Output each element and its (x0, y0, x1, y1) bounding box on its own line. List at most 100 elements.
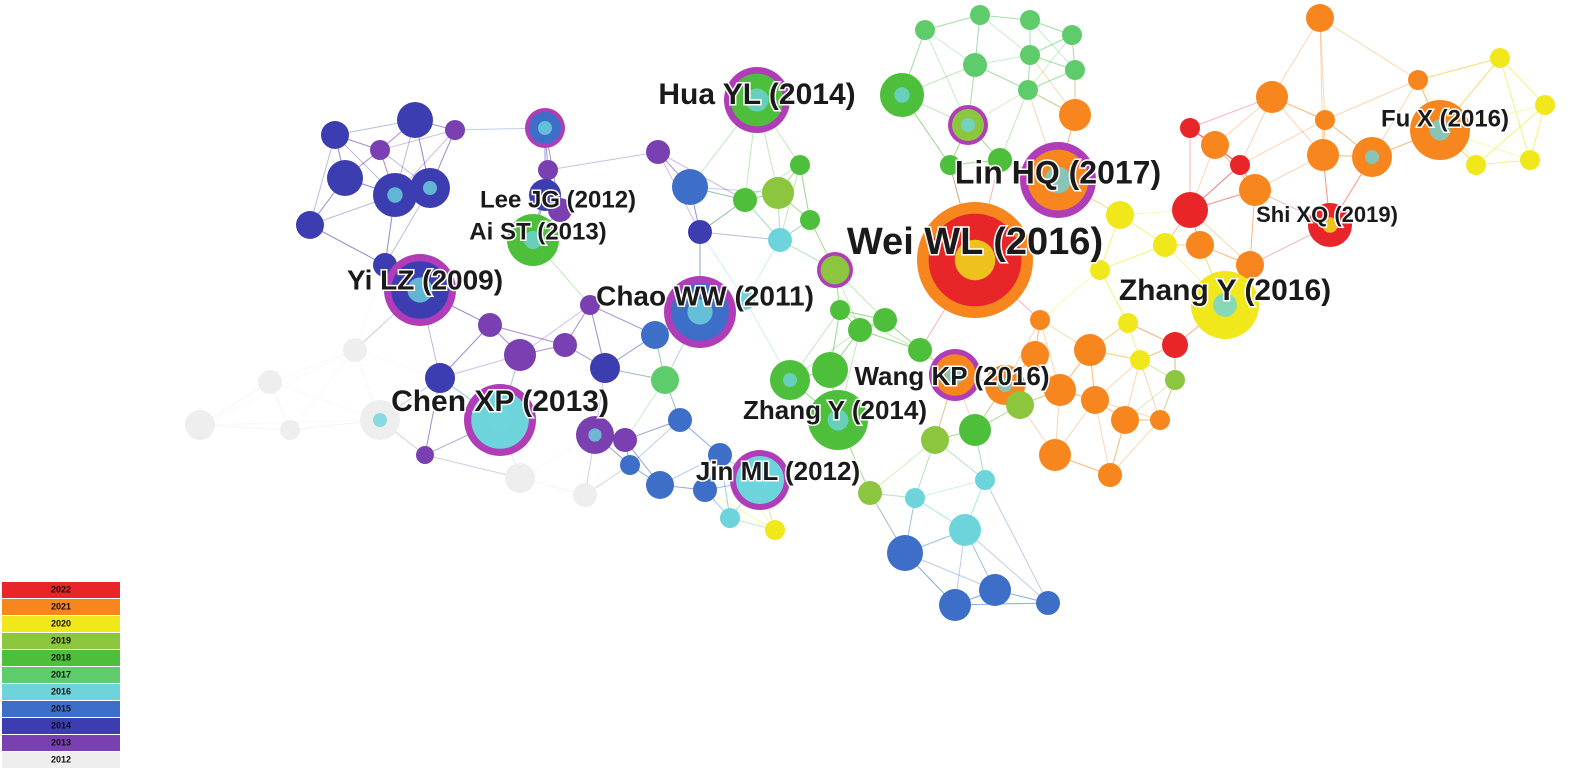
node (1036, 591, 1060, 615)
node-core (1044, 166, 1072, 194)
node-label: Wei WL (2016) (847, 221, 1103, 263)
node (507, 342, 533, 368)
node (735, 290, 755, 310)
legend-swatch (2, 633, 120, 649)
node (915, 20, 935, 40)
legend-label: 2020 (51, 618, 71, 628)
node (1020, 45, 1040, 65)
node (1074, 334, 1106, 366)
node (1106, 201, 1134, 229)
node (988, 148, 1012, 172)
node (1081, 386, 1109, 414)
edge (289, 349, 356, 431)
legend-swatch (2, 599, 120, 615)
edge (269, 349, 356, 383)
legend-swatch (2, 735, 120, 751)
edge (914, 479, 986, 499)
node (975, 470, 995, 490)
node (370, 140, 390, 160)
node (428, 366, 452, 390)
legend-swatch (2, 718, 120, 734)
node (762, 177, 794, 209)
node-label: Lin HQ (2017) (955, 154, 1161, 190)
node (1062, 25, 1082, 45)
edge (424, 454, 521, 479)
legend-label: 2018 (51, 652, 71, 662)
node-label: Ai ST (2013) (469, 218, 606, 245)
node (445, 120, 465, 140)
node-label: Wang KP (2016) (854, 361, 1049, 391)
node-core (588, 428, 602, 442)
node (672, 169, 708, 205)
node (1090, 260, 1110, 280)
node-label: Jin ML (2012) (696, 456, 860, 486)
edge (979, 14, 1031, 56)
node-core (961, 118, 975, 132)
node (1239, 174, 1271, 206)
legend: 2022 2021 2020 2019 2018 2017 2016 2015 2014 2013… (2, 582, 120, 768)
node-core (749, 469, 771, 491)
edge (1039, 269, 1101, 321)
legend-swatch (2, 667, 120, 683)
edge (1027, 34, 1073, 91)
node (790, 155, 810, 175)
node (505, 463, 535, 493)
edge (1417, 57, 1501, 81)
node-core (487, 407, 513, 433)
edge (1475, 104, 1546, 166)
edge (1319, 17, 1326, 121)
node (830, 300, 850, 320)
node (327, 160, 363, 196)
node-label: Lee JG (2012) (480, 186, 636, 213)
edge (999, 89, 1029, 161)
node (1150, 410, 1170, 430)
node (820, 255, 850, 285)
edge (1499, 57, 1531, 161)
node (651, 366, 679, 394)
node (959, 414, 991, 446)
legend-label: 2015 (51, 703, 71, 713)
node-core (387, 187, 403, 203)
node (646, 140, 670, 164)
node (553, 333, 577, 357)
node (416, 446, 434, 464)
node (1030, 310, 1050, 330)
node (1408, 70, 1428, 90)
legend-label: 2013 (51, 737, 71, 747)
node-core (423, 181, 437, 195)
edge (1319, 17, 1419, 81)
node (529, 179, 561, 211)
node (1044, 374, 1076, 406)
node (908, 338, 932, 362)
node (1165, 370, 1185, 390)
node (1230, 155, 1250, 175)
node (952, 517, 978, 543)
node-core (745, 88, 769, 112)
node (858, 481, 882, 505)
edge (1319, 17, 1324, 156)
node (708, 443, 732, 467)
edge (199, 424, 291, 431)
node (1164, 334, 1186, 356)
node (800, 210, 820, 230)
edge (1029, 19, 1076, 71)
legend-swatch (2, 650, 120, 666)
edge (547, 151, 659, 171)
node-label: Zhang Y (2014) (743, 395, 927, 425)
node-core (523, 230, 543, 250)
node (185, 410, 215, 440)
legend-label: 2021 (51, 601, 71, 611)
node-core (373, 413, 387, 427)
node (768, 228, 792, 252)
node (321, 121, 349, 149)
node (296, 211, 324, 239)
edge (1499, 57, 1531, 161)
node (812, 352, 848, 388)
node (1466, 155, 1486, 175)
edge (354, 264, 386, 351)
edge (964, 529, 1049, 604)
node (620, 455, 640, 475)
node (593, 356, 617, 380)
node (1059, 99, 1091, 131)
